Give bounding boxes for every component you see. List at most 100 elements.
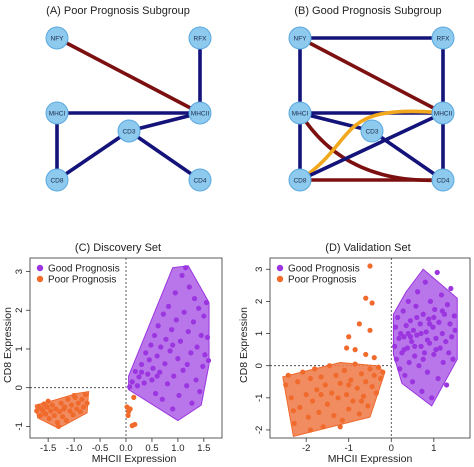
scatter-point: [305, 414, 311, 420]
scatter-point: [285, 372, 291, 378]
network-node-label: CD4: [436, 178, 449, 185]
scatter-point: [322, 382, 328, 388]
scatter-point: [412, 353, 418, 359]
y-axis-label: CD8 Expression: [2, 307, 14, 383]
scatter-point: [416, 363, 422, 369]
scatter-point: [452, 327, 458, 333]
scatter-point: [154, 353, 160, 359]
scatter-point: [204, 334, 211, 340]
scatter-point: [169, 327, 175, 333]
scatter-point: [367, 366, 373, 372]
scatter-point: [125, 412, 131, 419]
scatter-point: [37, 412, 43, 419]
scatter-point: [424, 369, 431, 375]
scatter-point: [424, 337, 431, 343]
scatter-point: [329, 390, 335, 396]
network-node-cd3: [360, 119, 384, 143]
scatter-point: [291, 420, 297, 427]
scatter-point: [191, 296, 198, 302]
network-node-mhci: [45, 101, 69, 125]
scatter-point: [365, 403, 371, 409]
scatter-point: [430, 324, 436, 330]
network-edge-cd3-cd8: [55, 129, 131, 182]
network-node-label: MHCI: [292, 111, 309, 118]
network-node-label: CD3: [365, 129, 378, 136]
x-axis-label: MHCII Expression: [328, 453, 413, 465]
scatter-point: [75, 400, 81, 406]
scatter-point: [154, 373, 160, 379]
scatter-point: [356, 411, 362, 417]
scatter-point: [367, 327, 373, 333]
legend-marker: [36, 264, 44, 272]
scatter-point: [320, 424, 326, 430]
network-edge-mhcii-cd8: [298, 111, 445, 182]
panel-d-title: (D) Validation Set: [325, 242, 410, 254]
scatter-point: [150, 365, 156, 371]
scatter-panel-validation: (D) Validation Set MHCII Expression CD8 …: [238, 242, 471, 465]
network-node-rfx: [431, 26, 455, 50]
scatter-point: [371, 355, 377, 361]
scatter-point: [339, 417, 345, 423]
scatter-point: [202, 352, 208, 358]
scatter-point: [198, 332, 204, 339]
network-panel-poor-prognosis: (A) Poor Prognosis Subgroup NFY RFX MHCI MH…: [45, 5, 212, 192]
x-tick-label: 1.0: [171, 443, 184, 454]
plot-frame: [269, 257, 471, 439]
scatter-point: [307, 427, 314, 433]
scatter-point: [393, 356, 399, 362]
y-tick-label: 0: [254, 363, 265, 368]
network-edge-mhci-cd3: [298, 111, 374, 133]
scatter-point: [303, 392, 309, 398]
scatter-point: [309, 398, 316, 404]
network-node-mhcii: [431, 101, 455, 125]
network-node-cd8: [45, 168, 69, 192]
scatter-point: [152, 390, 159, 397]
scatter-point: [163, 336, 169, 342]
scatter-point: [433, 335, 439, 341]
scatter-point: [48, 408, 54, 414]
scatter-point: [443, 338, 449, 345]
scatter-point: [136, 374, 142, 380]
scatter-point: [194, 344, 200, 350]
legend-marker: [276, 275, 284, 283]
network-node-label: CD8: [293, 178, 306, 185]
scatter-point: [418, 343, 424, 349]
hull-poor-prognosis: [282, 361, 386, 438]
y-tick-label: 0: [14, 385, 25, 390]
scatter-point: [170, 342, 176, 348]
scatter-point: [401, 347, 407, 353]
scatter-point: [179, 272, 185, 279]
scatter-point: [197, 388, 203, 395]
scatter-point: [132, 368, 138, 375]
network-node-label: RFX: [437, 36, 451, 43]
scatter-point: [46, 416, 52, 422]
scatter-point: [396, 335, 402, 341]
scatter-point: [175, 356, 181, 362]
scatter-point: [378, 375, 384, 382]
scatter-point: [343, 392, 350, 398]
scatter-point: [318, 392, 324, 398]
scatter-point: [80, 404, 87, 410]
scatter-point: [316, 409, 322, 415]
network-node-cd3: [117, 119, 141, 143]
scatter-point: [145, 371, 151, 377]
legend-marker: [36, 275, 44, 283]
panel-b-title: (B) Good Prognosis Subgroup: [294, 5, 441, 17]
scatter-point: [414, 314, 420, 321]
scatter-point: [205, 357, 212, 364]
y-tick-label: -1: [14, 422, 25, 430]
legend-label: Good Prognosis: [288, 264, 360, 275]
scatter-point: [450, 356, 456, 362]
scatter-point: [439, 330, 445, 337]
scatter-point: [288, 395, 294, 401]
scatter-point: [63, 417, 69, 424]
scatter-point: [369, 300, 375, 306]
y-tick-label: -1: [254, 394, 265, 402]
scatter-point: [162, 361, 168, 367]
legend-label: Poor Prognosis: [288, 275, 356, 286]
scatter-point: [440, 359, 446, 366]
scatter-point: [307, 375, 314, 382]
scatter-point: [412, 343, 418, 349]
scatter-point: [201, 313, 207, 319]
